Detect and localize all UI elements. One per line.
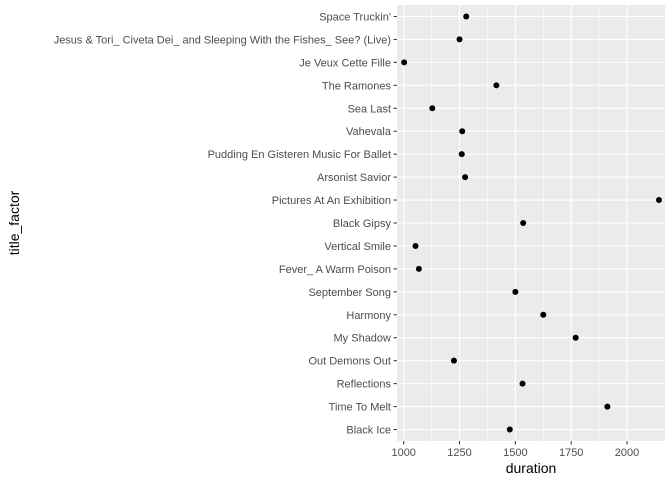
data-point [429, 105, 436, 112]
data-point [401, 59, 408, 66]
x-tick-label: 1250 [447, 447, 471, 459]
point-layer [401, 13, 662, 433]
y-tick-label: Arsonist Savior [317, 172, 391, 184]
y-tick-label: My Shadow [334, 333, 392, 345]
data-point [412, 242, 419, 249]
data-point [462, 174, 469, 181]
tick-layer: 1000 1250 1500 1750 2000 Space Truckin' Jesus … [54, 11, 640, 459]
grid-layer [397, 5, 665, 441]
data-point [512, 288, 519, 295]
y-tick-label: Out Demons Out [308, 356, 391, 368]
data-point [519, 380, 526, 387]
data-point [604, 403, 611, 410]
y-tick-label: Black Ice [346, 425, 391, 437]
x-tick-label: 1000 [391, 447, 415, 459]
data-point [506, 426, 513, 433]
data-point [520, 220, 527, 226]
y-tick-label: Harmony [346, 310, 391, 322]
y-tick-label: Sea Last [348, 103, 391, 115]
data-point [459, 128, 466, 135]
data-point [456, 36, 463, 43]
x-axis-title: duration [506, 460, 557, 476]
y-tick-label: Fever_ A Warm Poison [279, 264, 391, 276]
data-point [655, 197, 662, 204]
data-point [572, 334, 579, 341]
y-tick-label: Vahevala [346, 126, 392, 138]
y-tick-label: Pudding En Gisteren Music For Ballet [208, 149, 391, 161]
x-tick-label: 1500 [503, 447, 527, 459]
y-tick-label: Pictures At An Exhibition [272, 195, 391, 207]
data-point [463, 13, 470, 20]
y-tick-label: Black Gipsy [333, 218, 392, 230]
y-axis-title: title_factor [6, 190, 22, 255]
y-tick-label: Space Truckin' [319, 11, 391, 23]
y-tick-label: Reflections [337, 379, 392, 391]
data-point [450, 357, 457, 364]
y-tick-label: The Ramones [322, 80, 392, 92]
data-point [540, 311, 547, 318]
x-tick-label: 2000 [615, 447, 639, 459]
x-tick-label: 1750 [559, 447, 583, 459]
y-tick-label: September Song [308, 287, 391, 299]
y-tick-label: Je Veux Cette Fille [299, 57, 391, 69]
data-point [458, 151, 465, 158]
data-point [415, 265, 422, 272]
y-tick-label: Jesus & Tori_ Civeta Dei_ and Sleeping W… [54, 34, 391, 46]
data-point [493, 82, 500, 89]
y-tick-label: Vertical Smile [324, 241, 391, 253]
y-tick-label: Time To Melt [329, 402, 391, 414]
